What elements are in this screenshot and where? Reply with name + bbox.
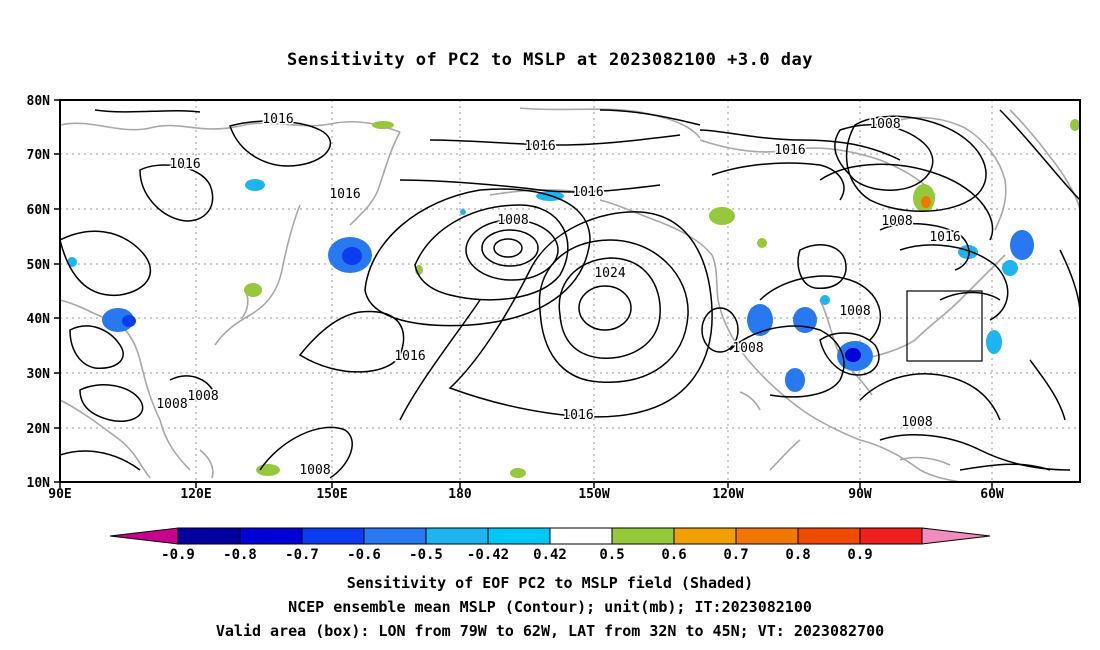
- lat-label: 20N: [27, 422, 51, 437]
- colorbar-tick-label: -0.6: [347, 547, 381, 563]
- lon-label: 150W: [578, 487, 609, 502]
- colorbar-segment: [301, 527, 365, 545]
- contour-labels: 1016 1016 1016 1016 1016 1016 1016 1016 …: [155, 111, 962, 480]
- colorbar-segment: [859, 527, 923, 545]
- contour-label: 1016: [394, 349, 425, 364]
- lat-label: 80N: [27, 94, 51, 109]
- lon-label: 150E: [316, 487, 347, 502]
- contour-label: 1016: [169, 157, 200, 172]
- latitude-labels: 80N 70N 60N 50N 40N 30N 20N 10N: [27, 94, 51, 491]
- contour-label: 1016: [562, 408, 593, 423]
- colorbar-segment: [673, 527, 737, 545]
- caption-line-2: NCEP ensemble mean MSLP (Contour); unit(…: [288, 598, 812, 616]
- mslp-contours: [59, 109, 1081, 479]
- colorbar-tick-label: -0.42: [467, 547, 509, 563]
- lon-label: 60W: [980, 487, 1004, 502]
- lon-label: 120E: [180, 487, 211, 502]
- map-area: 1016 1016 1016 1016 1016 1016 1016 1016 …: [27, 94, 1081, 502]
- lat-label: 60N: [27, 203, 51, 218]
- colorbar-tick-label: -0.5: [409, 547, 443, 563]
- contour-label: 1024: [594, 266, 625, 281]
- colorbar-segment: [735, 527, 799, 545]
- lat-label: 40N: [27, 312, 51, 327]
- lon-label: 180: [448, 487, 472, 502]
- colorbar-segment: [239, 527, 303, 545]
- lat-label: 10N: [27, 476, 51, 491]
- valid-area-box: [906, 290, 983, 362]
- lat-label: 50N: [27, 258, 51, 273]
- colorbar-tick-label: -0.8: [223, 547, 257, 563]
- contour-label: 1016: [572, 185, 603, 200]
- contour-label: 1016: [929, 230, 960, 245]
- caption-line-1: Sensitivity of EOF PC2 to MSLP field (Sh…: [346, 574, 754, 592]
- caption-line-3: Valid area (box): LON from 79W to 62W, L…: [215, 622, 885, 640]
- contour-label: 1016: [524, 139, 555, 154]
- lat-label: 30N: [27, 367, 51, 382]
- lon-label: 90E: [48, 487, 71, 502]
- colorbar-tick-label: -0.9: [161, 547, 195, 563]
- colorbar-segment: [487, 527, 551, 545]
- colorbar-tick-label: 0.9: [847, 547, 872, 563]
- colorbar: -0.9 -0.8 -0.7 -0.6 -0.5 -0.42 0.42 0.5 0.6 0.7 0.…: [109, 527, 991, 563]
- colorbar-segment: [611, 527, 675, 545]
- colorbar-segment: [363, 527, 427, 545]
- colorbar-segment: [177, 527, 241, 545]
- colorbar-tick-label: 0.8: [785, 547, 810, 563]
- colorbar-tick-label: 0.5: [599, 547, 624, 563]
- colorbar-tick-label: 0.7: [723, 547, 748, 563]
- contour-label: 1016: [329, 187, 360, 202]
- colorbar-segment: [425, 527, 489, 545]
- contour-label: 1016: [262, 112, 293, 127]
- longitude-labels: 90E 120E 150E 180 150W 120W 90W 60W: [48, 487, 1004, 502]
- contour-label: 1008: [299, 463, 330, 478]
- contour-label: 1008: [497, 213, 528, 228]
- colorbar-tick-label: -0.7: [285, 547, 319, 563]
- contour-label: 1008: [156, 397, 187, 412]
- chart-title: Sensitivity of PC2 to MSLP at 2023082100…: [286, 50, 813, 70]
- contour-label: 1008: [901, 415, 932, 430]
- colorbar-tick-label: 0.6: [661, 547, 686, 563]
- contour-label: 1008: [732, 341, 763, 356]
- colorbar-segment: [797, 527, 861, 545]
- contour-label: 1008: [187, 389, 218, 404]
- colorbar-tick-label: 0.42: [533, 547, 567, 563]
- lon-label: 90W: [848, 487, 872, 502]
- contour-label: 1016: [774, 143, 805, 158]
- lat-label: 70N: [27, 148, 51, 163]
- colorbar-segment: [109, 527, 179, 545]
- sensitivity-shading: [67, 119, 1080, 478]
- contour-label: 1008: [839, 304, 870, 319]
- contour-label: 1008: [869, 117, 900, 132]
- coastlines: [59, 107, 1081, 483]
- colorbar-segment: [549, 527, 613, 545]
- lon-label: 120W: [712, 487, 743, 502]
- colorbar-segment: [921, 527, 991, 545]
- contour-label: 1008: [881, 214, 912, 229]
